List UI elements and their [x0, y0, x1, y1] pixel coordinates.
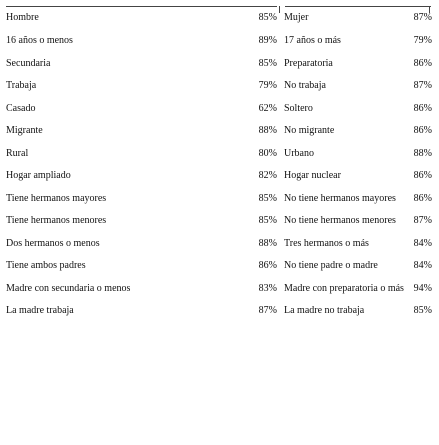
- row-right-value: 85%: [413, 305, 432, 316]
- row-left-label: La madre trabaja: [6, 305, 74, 316]
- row-left-value: 89%: [258, 35, 277, 46]
- row-left-value: 83%: [258, 282, 277, 294]
- row-right-value: 84%: [413, 237, 432, 249]
- table-row: Dos hermanos o menos 88% Tres hermanos o…: [0, 233, 435, 256]
- row-left-label: Rural: [6, 147, 29, 159]
- row-left-value: 85%: [258, 57, 277, 69]
- row-left-label: Tiene hermanos mayores: [6, 192, 107, 204]
- row-right-label: Tres hermanos o más: [284, 237, 369, 249]
- row-right-label: No trabaja: [284, 80, 326, 91]
- row-left-value: 80%: [258, 147, 277, 159]
- table-row: Tiene hermanos menores 85% No tiene herm…: [0, 210, 435, 233]
- row-left-label: Trabaja: [6, 80, 37, 91]
- row-left-value: 87%: [258, 305, 277, 316]
- row-right-label: Urbano: [284, 147, 314, 159]
- row-right-label: No tiene padre o madre: [284, 260, 378, 271]
- row-left-label: Secundaria: [6, 57, 51, 69]
- header-rule-left: [6, 6, 277, 7]
- header-left-value: 85%: [258, 12, 277, 23]
- table-row: Tiene hermanos mayores 85% No tiene herm…: [0, 188, 435, 211]
- row-left-label: Tiene ambos padres: [6, 260, 86, 271]
- comparison-table: Hombre 85% Mujer 87% 16 años o menos 89%…: [0, 6, 435, 323]
- header-right-label: Mujer: [284, 12, 309, 23]
- row-right-value: 86%: [413, 57, 432, 69]
- row-right-label: No tiene hermanos menores: [284, 215, 396, 226]
- table-row: 16 años o menos 89% 17 años o más 79%: [0, 30, 435, 53]
- header-rule-right: [285, 6, 431, 7]
- row-left-value: 62%: [258, 102, 277, 114]
- table-row: Migrante 88% No migrante 86%: [0, 120, 435, 143]
- row-right-value: 87%: [413, 80, 432, 91]
- row-left-value: 88%: [258, 125, 277, 136]
- row-right-label: Preparatoria: [284, 57, 333, 69]
- row-right-label: No migrante: [284, 125, 335, 136]
- row-left-label: Hogar ampliado: [6, 170, 71, 181]
- table-row: Madre con secundaria o menos 83% Madre c…: [0, 278, 435, 301]
- header-left-label: Hombre: [6, 12, 39, 23]
- header-right-value: 87%: [413, 12, 432, 23]
- table-row: Casado 62% Soltero 86%: [0, 98, 435, 121]
- row-right-value: 84%: [413, 260, 432, 271]
- row-right-value: 86%: [413, 125, 432, 136]
- table-header-row: Hombre 85% Mujer 87%: [0, 6, 435, 30]
- row-right-label: No tiene hermanos mayores: [284, 192, 396, 204]
- row-left-label: 16 años o menos: [6, 35, 73, 46]
- row-left-label: Madre con secundaria o menos: [6, 282, 131, 294]
- row-right-label: Hogar nuclear: [284, 170, 341, 181]
- row-right-value: 87%: [413, 215, 432, 226]
- row-right-value: 94%: [413, 282, 432, 294]
- row-left-value: 85%: [258, 215, 277, 226]
- row-right-label: La madre no trabaja: [284, 305, 365, 316]
- row-right-value: 88%: [413, 147, 432, 159]
- row-right-value: 86%: [413, 170, 432, 181]
- row-right-label: Soltero: [284, 102, 313, 114]
- row-right-value: 79%: [413, 35, 432, 46]
- row-left-label: Tiene hermanos menores: [6, 215, 107, 226]
- row-left-value: 85%: [258, 192, 277, 204]
- header-tick-right: [429, 6, 430, 13]
- row-left-label: Dos hermanos o menos: [6, 237, 100, 249]
- row-right-label: 17 años o más: [284, 35, 341, 46]
- row-right-value: 86%: [413, 102, 432, 114]
- table-row: La madre trabaja 87% La madre no trabaja…: [0, 300, 435, 323]
- row-right-label: Madre con preparatoria o más: [284, 282, 404, 294]
- table-row: Rural 80% Urbano 88%: [0, 143, 435, 166]
- table-row: Trabaja 79% No trabaja 87%: [0, 75, 435, 98]
- row-left-label: Casado: [6, 102, 36, 114]
- table-row: Secundaria 85% Preparatoria 86%: [0, 53, 435, 76]
- table-row: Hogar ampliado 82% Hogar nuclear 86%: [0, 165, 435, 188]
- table-row: Tiene ambos padres 86% No tiene padre o …: [0, 255, 435, 278]
- row-left-label: Migrante: [6, 125, 43, 136]
- row-left-value: 86%: [258, 260, 277, 271]
- row-left-value: 82%: [258, 170, 277, 181]
- row-left-value: 88%: [258, 237, 277, 249]
- row-right-value: 86%: [413, 192, 432, 204]
- header-tick-middle: [279, 6, 280, 13]
- row-left-value: 79%: [258, 80, 277, 91]
